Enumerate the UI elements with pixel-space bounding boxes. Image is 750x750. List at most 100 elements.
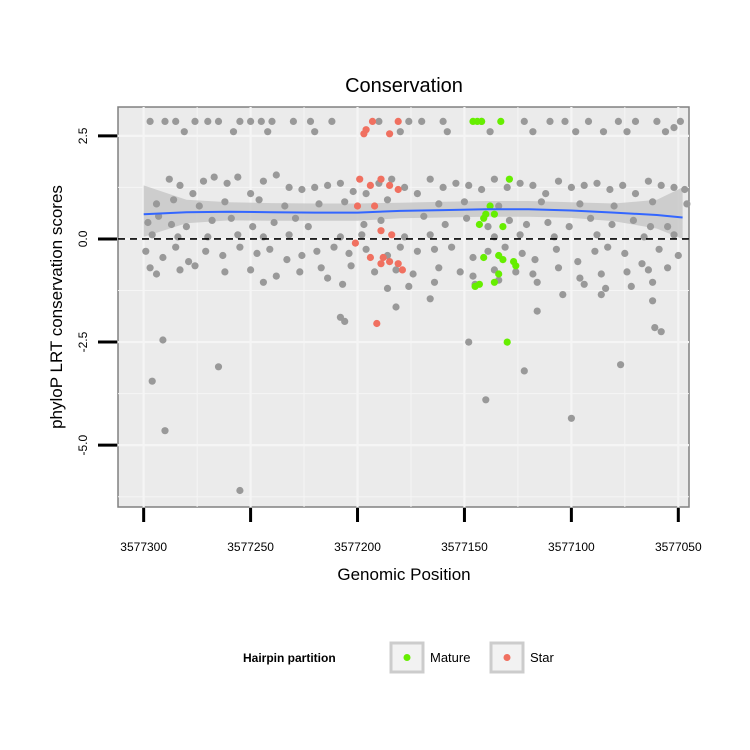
point-mature [495,270,503,278]
point-other [405,117,413,125]
x-tick-label: 3577300 [120,540,167,554]
point-other [377,216,385,224]
point-other [311,183,319,191]
point-other [670,231,678,239]
point-other [608,220,616,229]
point-mature [499,256,507,264]
point-other [649,278,657,286]
point-other [234,173,242,181]
point-other [234,231,242,239]
point-star [386,258,394,266]
y-tick-label: 2.5 [76,127,90,144]
point-other [210,173,218,181]
point-other [259,177,267,185]
y-axis-title: phyloP LRT conservation scores [47,185,66,429]
point-other [172,243,180,251]
legend-dot-mature [403,654,411,661]
point-other [597,291,605,299]
point-other [345,249,353,257]
point-other [289,117,297,125]
point-other [478,185,486,194]
point-mature [486,202,494,210]
point-other [651,324,659,332]
y-tick-label: -2.5 [76,331,90,352]
point-other [640,233,648,241]
point-other [683,200,691,208]
point-other [629,216,638,224]
point-other [657,181,665,189]
point-other [567,183,576,191]
point-other [469,272,477,280]
point-star [377,175,385,183]
smooth-line-layer [118,208,689,240]
point-other [542,190,550,198]
point-other [649,198,657,206]
point-other [559,291,567,299]
point-other [420,212,428,220]
point-other [272,272,280,280]
point-other [371,268,379,276]
point-other [418,117,426,125]
point-other [439,183,447,191]
x-axis-title: Genomic Position [337,565,470,584]
point-other [621,249,629,257]
point-other [655,245,663,253]
point-other [593,231,601,239]
point-other [208,216,216,224]
point-other [396,243,404,251]
point-star [362,126,370,134]
point-star [353,202,362,210]
point-star [386,130,394,138]
point-star [377,260,385,268]
point-other [285,183,293,191]
point-other [336,179,344,187]
x-tick-label: 3577200 [334,540,381,554]
point-other [554,264,563,272]
point-other [383,196,392,204]
point-other [180,128,188,136]
point-other [146,117,154,125]
point-other [516,179,524,187]
point-star [398,266,406,274]
point-other [505,216,513,224]
point-star [366,181,374,189]
point-other [176,266,184,274]
point-other [664,264,672,272]
point-other [392,266,400,274]
point-other [236,486,244,495]
point-mature [471,282,479,290]
point-other [291,214,300,222]
point-other [644,177,653,185]
x-tick-label: 3577250 [227,540,274,554]
point-other [317,264,325,272]
point-other [430,245,439,253]
point-other [170,196,178,204]
point-other [341,317,349,325]
point-other [253,249,261,257]
y-tick-label: -5.0 [76,434,90,455]
point-other [646,223,655,231]
x-tick-label: 3577100 [548,540,595,554]
point-other [587,214,595,222]
point-mature [475,220,483,229]
point-other [176,181,184,189]
point-star [394,185,402,194]
point-other [529,128,537,136]
point-other [602,284,610,292]
point-other [199,177,208,185]
point-other [339,280,347,288]
point-other [313,247,321,255]
point-other [204,117,212,125]
point-other [495,202,503,210]
point-other [401,183,409,191]
point-mature [480,214,488,222]
point-other [657,328,665,336]
point-other [330,243,338,251]
point-other [161,117,169,125]
point-other [223,179,231,187]
point-star [371,202,379,210]
point-other [631,190,640,198]
point-other [533,278,541,286]
point-other [617,361,625,369]
point-other [544,218,552,227]
